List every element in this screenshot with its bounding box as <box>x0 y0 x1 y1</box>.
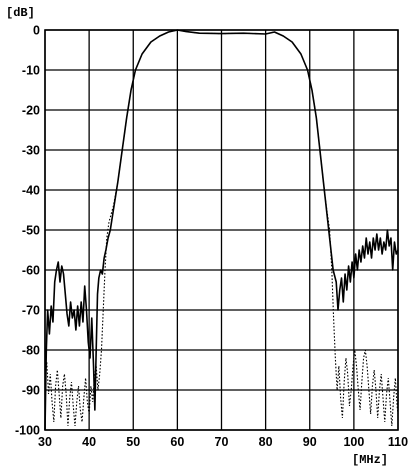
x-axis-unit-label: [MHz] <box>352 453 388 467</box>
x-tick-labels: 30 40 50 60 70 80 90 100 110 <box>38 435 408 449</box>
y-tick-label: 0 <box>33 24 40 38</box>
series-layer <box>44 29 399 431</box>
y-tick-label: -10 <box>22 64 40 78</box>
x-tick-label: 70 <box>215 435 229 449</box>
y-tick-label: -100 <box>15 424 40 438</box>
x-tick-label: 90 <box>303 435 317 449</box>
plot-frame <box>44 29 399 431</box>
x-tick-label: 30 <box>38 435 52 449</box>
y-tick-label: -80 <box>22 344 40 358</box>
x-tick-label: 100 <box>343 435 364 449</box>
x-tick-label: 40 <box>82 435 96 449</box>
x-tick-label: 80 <box>259 435 273 449</box>
y-tick-label: -20 <box>22 104 40 118</box>
y-tick-label: -70 <box>22 304 40 318</box>
y-tick-label: -50 <box>22 224 40 238</box>
y-tick-labels: 0 -10 -20 -30 -40 -50 -60 -70 -80 -90 -100 <box>15 24 40 438</box>
grid <box>44 29 399 431</box>
dotted-response-line <box>44 29 399 427</box>
x-tick-label: 60 <box>170 435 184 449</box>
solid-response-line <box>44 29 399 431</box>
y-tick-label: -60 <box>22 264 40 278</box>
x-tick-label: 110 <box>388 435 408 449</box>
y-tick-label: -40 <box>22 184 40 198</box>
y-axis-unit-label: [dB] <box>6 6 35 20</box>
y-tick-label: -30 <box>22 144 40 158</box>
y-tick-label: -90 <box>22 384 40 398</box>
x-tick-label: 50 <box>126 435 140 449</box>
